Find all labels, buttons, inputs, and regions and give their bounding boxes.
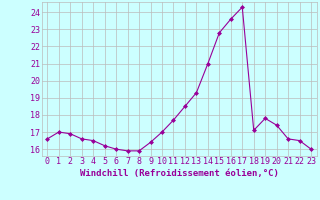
X-axis label: Windchill (Refroidissement éolien,°C): Windchill (Refroidissement éolien,°C) (80, 169, 279, 178)
